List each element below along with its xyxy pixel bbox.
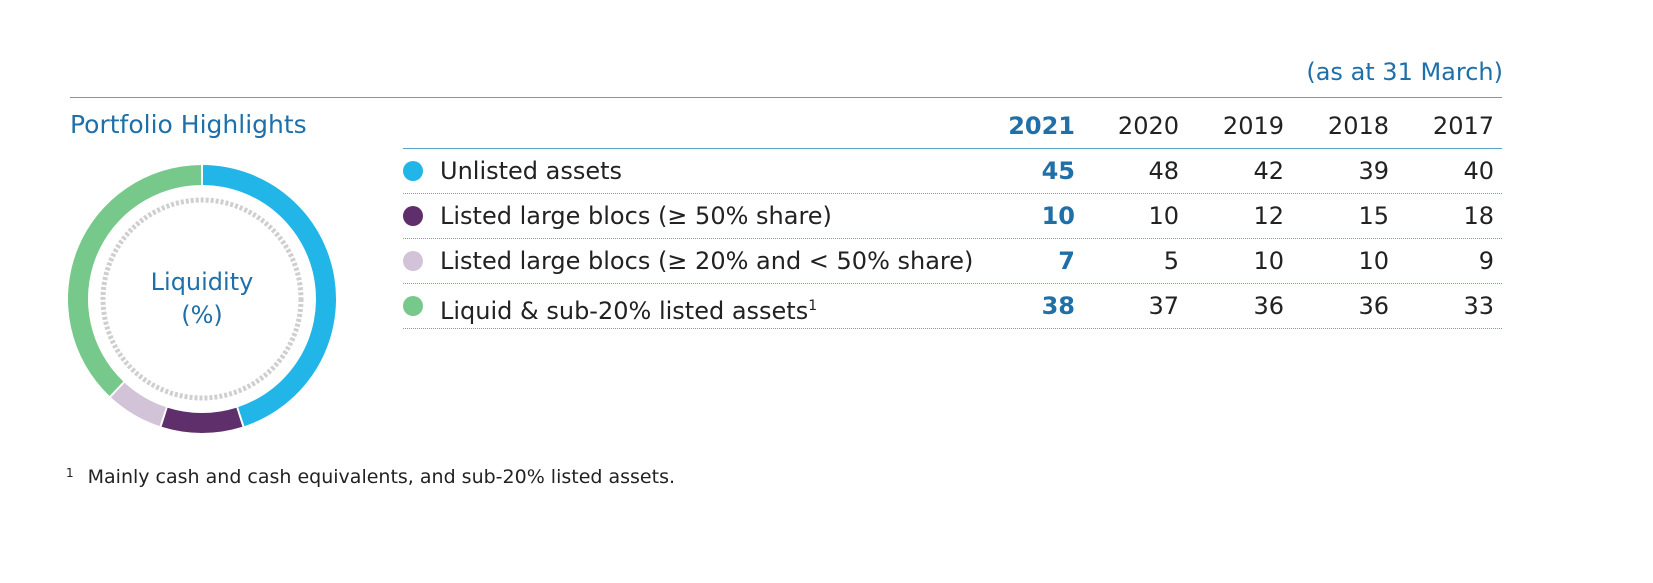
section-title: Portfolio Highlights <box>70 110 307 139</box>
row-label: Unlisted assets <box>440 157 623 185</box>
value-2019: 10 <box>1253 247 1284 275</box>
value-2019: 36 <box>1253 292 1284 320</box>
value-2021: 45 <box>1041 157 1075 185</box>
table-row-unlisted: Unlisted assets 45 48 42 39 40 <box>403 149 1502 194</box>
liquidity-donut-chart <box>67 165 336 433</box>
value-2018: 36 <box>1358 292 1389 320</box>
legend-dot-liquid <box>403 296 423 316</box>
value-2019: 42 <box>1253 157 1284 185</box>
top-rule <box>70 97 1502 98</box>
legend-dot-large-blocs-50 <box>403 206 423 226</box>
table-row-liquid: Liquid & sub-20% listed assets1 38 37 36… <box>403 284 1502 329</box>
value-2018: 10 <box>1358 247 1389 275</box>
legend-dot-large-blocs-20 <box>403 251 423 271</box>
value-2018: 39 <box>1358 157 1389 185</box>
donut-inner-ring <box>100 197 304 401</box>
row-label: Listed large blocs (≥ 50% share) <box>440 202 832 230</box>
value-2020: 48 <box>1148 157 1179 185</box>
row-label: Listed large blocs (≥ 20% and < 50% shar… <box>440 247 974 275</box>
as-at-date: (as at 31 March) <box>1306 58 1503 86</box>
donut-slice-large-blocs-20 <box>111 382 166 427</box>
donut-slice-large-blocs-50 <box>161 407 243 433</box>
footnote-text: Mainly cash and cash equivalents, and su… <box>87 466 676 488</box>
value-2017: 40 <box>1463 157 1494 185</box>
donut-slice-liquid <box>67 165 202 396</box>
footnote-marker: 1 <box>808 298 818 314</box>
value-2018: 15 <box>1358 202 1389 230</box>
value-2020: 5 <box>1163 247 1179 275</box>
row-label-text: Liquid & sub-20% listed assets <box>440 297 809 325</box>
donut-label-title: Liquidity <box>150 268 254 296</box>
year-header-2017: 2017 <box>1432 112 1494 140</box>
value-2021: 38 <box>1041 292 1075 320</box>
value-2020: 37 <box>1148 292 1179 320</box>
table-header-row: 2021 2020 2019 2018 2017 <box>403 104 1502 149</box>
value-2020: 10 <box>1148 202 1179 230</box>
value-2017: 9 <box>1478 247 1494 275</box>
donut-label-unit: (%) <box>181 301 223 329</box>
value-2019: 12 <box>1253 202 1284 230</box>
year-header-2019: 2019 <box>1222 112 1284 140</box>
footnote: 1 Mainly cash and cash equivalents, and s… <box>66 466 675 488</box>
table-row-large-blocs-50: Listed large blocs (≥ 50% share) 10 10 1… <box>403 194 1502 239</box>
row-label: Liquid & sub-20% listed assets1 <box>440 284 817 333</box>
year-header-2018: 2018 <box>1327 112 1389 140</box>
table-row-large-blocs-20: Listed large blocs (≥ 20% and < 50% shar… <box>403 239 1502 284</box>
value-2021: 7 <box>1058 247 1075 275</box>
legend-dot-unlisted <box>403 161 423 181</box>
value-2017: 18 <box>1463 202 1494 230</box>
value-2017: 33 <box>1463 292 1494 320</box>
footnote-number: 1 <box>66 466 74 480</box>
portfolio-table: 2021 2020 2019 2018 2017 Unlisted assets… <box>403 104 1502 329</box>
donut-slice-unlisted <box>202 165 336 427</box>
value-2021: 10 <box>1041 202 1075 230</box>
year-header-2021: 2021 <box>1008 112 1075 140</box>
year-header-2020: 2020 <box>1117 112 1179 140</box>
donut-label: Liquidity (%) <box>62 266 342 332</box>
